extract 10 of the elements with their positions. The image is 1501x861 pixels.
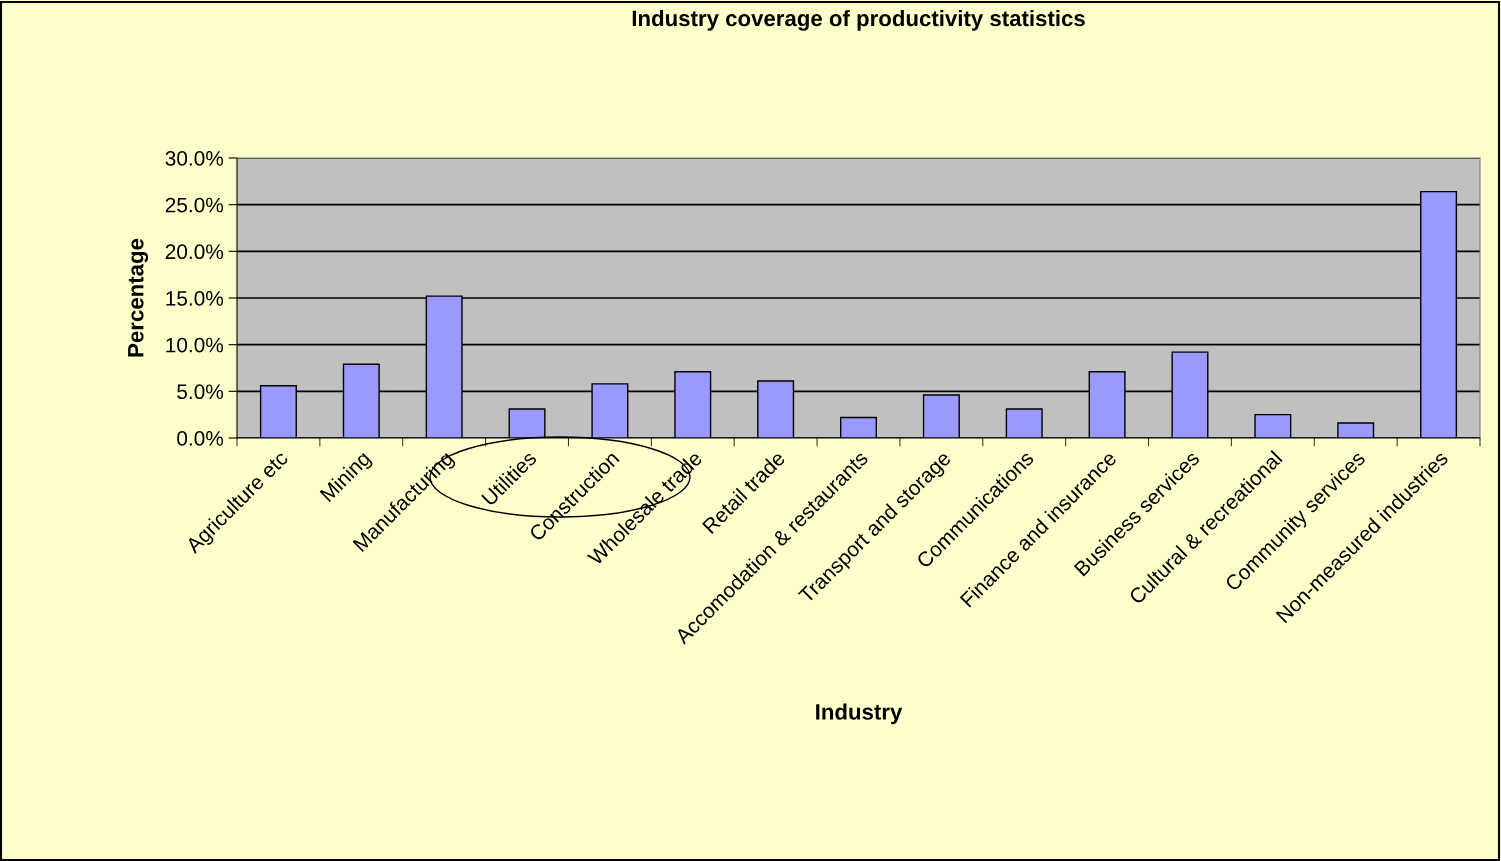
y-tick-label: 20.0%: [165, 244, 224, 260]
y-tick-label: 25.0%: [165, 197, 224, 213]
y-tick-label: 30.0%: [165, 151, 224, 166]
chart-title: Industry coverage of productivity statistics: [632, 9, 1085, 31]
y-tick-label: 0.0%: [177, 431, 224, 446]
y-axis-title: Percentage: [128, 238, 149, 357]
y-tick-label: 15.0%: [166, 291, 224, 306]
y-tick-label: 10.0%: [166, 337, 224, 353]
y-tick-label: 5.0%: [177, 384, 224, 400]
x-axis-title: Industry: [816, 703, 903, 725]
